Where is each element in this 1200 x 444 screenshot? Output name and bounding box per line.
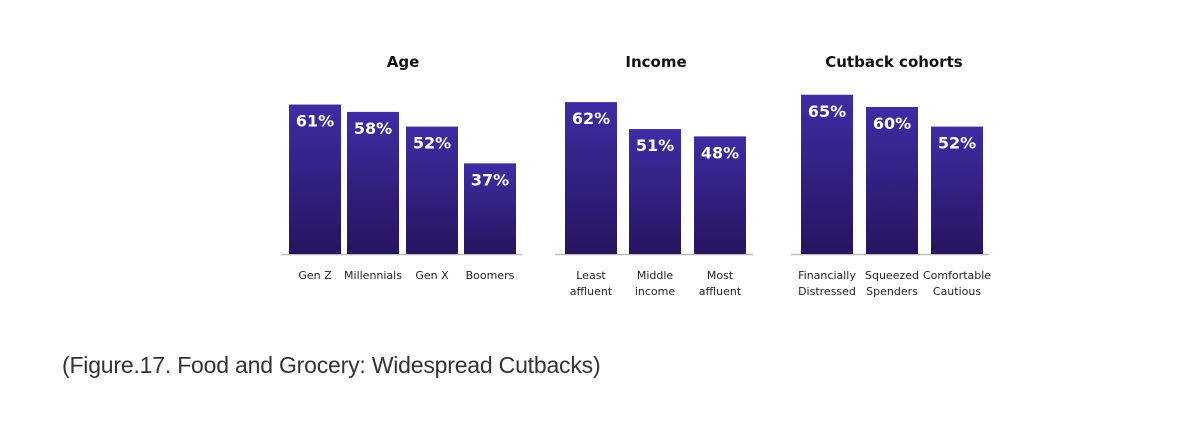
bar-squeezed-spenders — [866, 107, 918, 254]
bar-least-affluent — [565, 102, 617, 254]
bar-boomers — [464, 163, 516, 254]
bar-middle-income — [629, 129, 681, 254]
category-label-financially-distressed: Financially Distressed — [798, 269, 856, 298]
category-label-comfortable-cautious: Comfortable Cautious — [923, 269, 991, 298]
category-label-most-affluent: Most affluent — [699, 269, 742, 298]
category-label-squeezed-spenders: Squeezed Spenders — [865, 269, 919, 298]
category-label-gen-z: Gen Z — [298, 269, 332, 282]
value-label-gen-z: 61% — [296, 112, 334, 131]
bar-gen-x — [406, 126, 458, 254]
category-label-middle-income: Middle income — [635, 269, 676, 298]
chart-group-age: Age 61% Gen Z 58% Millennials 52% Gen X 37% Boom… — [281, 53, 522, 282]
group-title-cutback-cohorts: Cutback cohorts — [825, 53, 963, 71]
chart-group-cutback-cohorts: Cutback cohorts 65% Financially Distressed 6… — [791, 53, 991, 298]
bar-comfortable-cautious — [931, 126, 983, 254]
value-label-most-affluent: 48% — [701, 143, 739, 162]
group-title-age: Age — [387, 53, 420, 71]
figure-caption: (Figure.17. Food and Grocery: Widespread… — [62, 352, 601, 378]
chart-area: Age 61% Gen Z 58% Millennials 52% Gen X 37% Boom… — [281, 53, 991, 298]
value-label-comfortable-cautious: 52% — [938, 134, 976, 153]
value-label-middle-income: 51% — [636, 136, 674, 155]
bar-millennials — [347, 111, 399, 255]
category-label-gen-x: Gen X — [415, 269, 449, 282]
group-title-income: Income — [625, 53, 686, 71]
chart-group-income: Income 62% Least affluent 51% Middle income 48%… — [555, 53, 753, 298]
value-label-squeezed-spenders: 60% — [873, 114, 911, 133]
category-label-least-affluent: Least affluent — [570, 269, 613, 298]
value-label-millennials: 58% — [354, 119, 392, 138]
value-label-financially-distressed: 65% — [808, 102, 846, 121]
bar-gen-z — [289, 104, 341, 254]
value-label-least-affluent: 62% — [572, 109, 610, 128]
bar-financially-distressed — [801, 94, 853, 254]
category-label-millennials: Millennials — [344, 269, 402, 282]
bar-chart: Age 61% Gen Z 58% Millennials 52% Gen X 37% Boom… — [281, 53, 991, 298]
bar-most-affluent — [694, 136, 746, 254]
category-label-boomers: Boomers — [466, 269, 515, 282]
value-label-boomers: 37% — [471, 170, 509, 189]
value-label-gen-x: 52% — [413, 134, 451, 153]
